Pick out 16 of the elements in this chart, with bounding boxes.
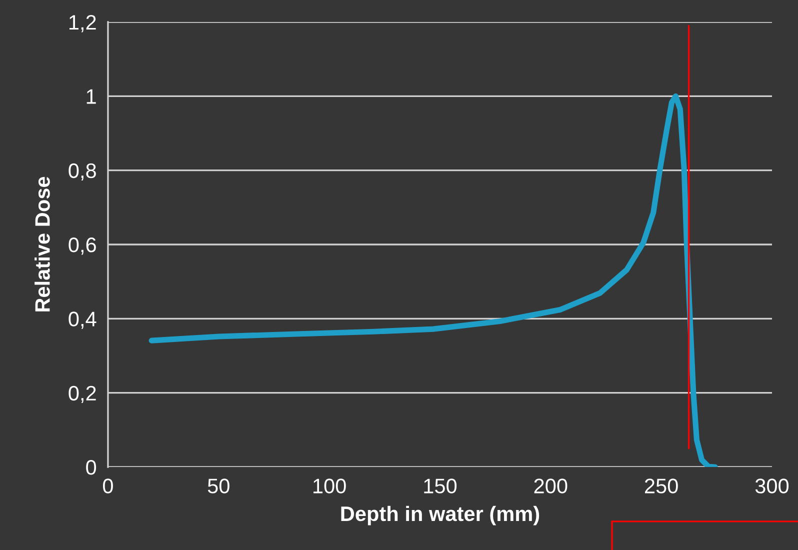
y-tick-label: 1,2	[69, 15, 96, 32]
y-tick-label: 0,6	[68, 238, 96, 255]
y-tick-label: 0,8	[68, 163, 96, 181]
y-axis-title: Relative Dose	[34, 176, 50, 312]
x-tick-label: 150	[424, 478, 457, 494]
x-tick-label: 0	[102, 478, 113, 494]
y-tick-label: 0	[86, 460, 96, 475]
x-tick-label: 250	[644, 478, 678, 494]
y-tick-label: 1	[86, 89, 96, 104]
x-tick-label: 300	[755, 478, 789, 494]
x-tick-label: 50	[208, 478, 230, 494]
y-tick-label: 0,4	[68, 312, 96, 329]
x-tick-label: 100	[314, 478, 346, 494]
x-axis-title: Depth in water (mm)	[341, 506, 540, 526]
x-tick-label: 200	[534, 478, 568, 494]
y-tick-label: 0,2	[68, 386, 96, 404]
